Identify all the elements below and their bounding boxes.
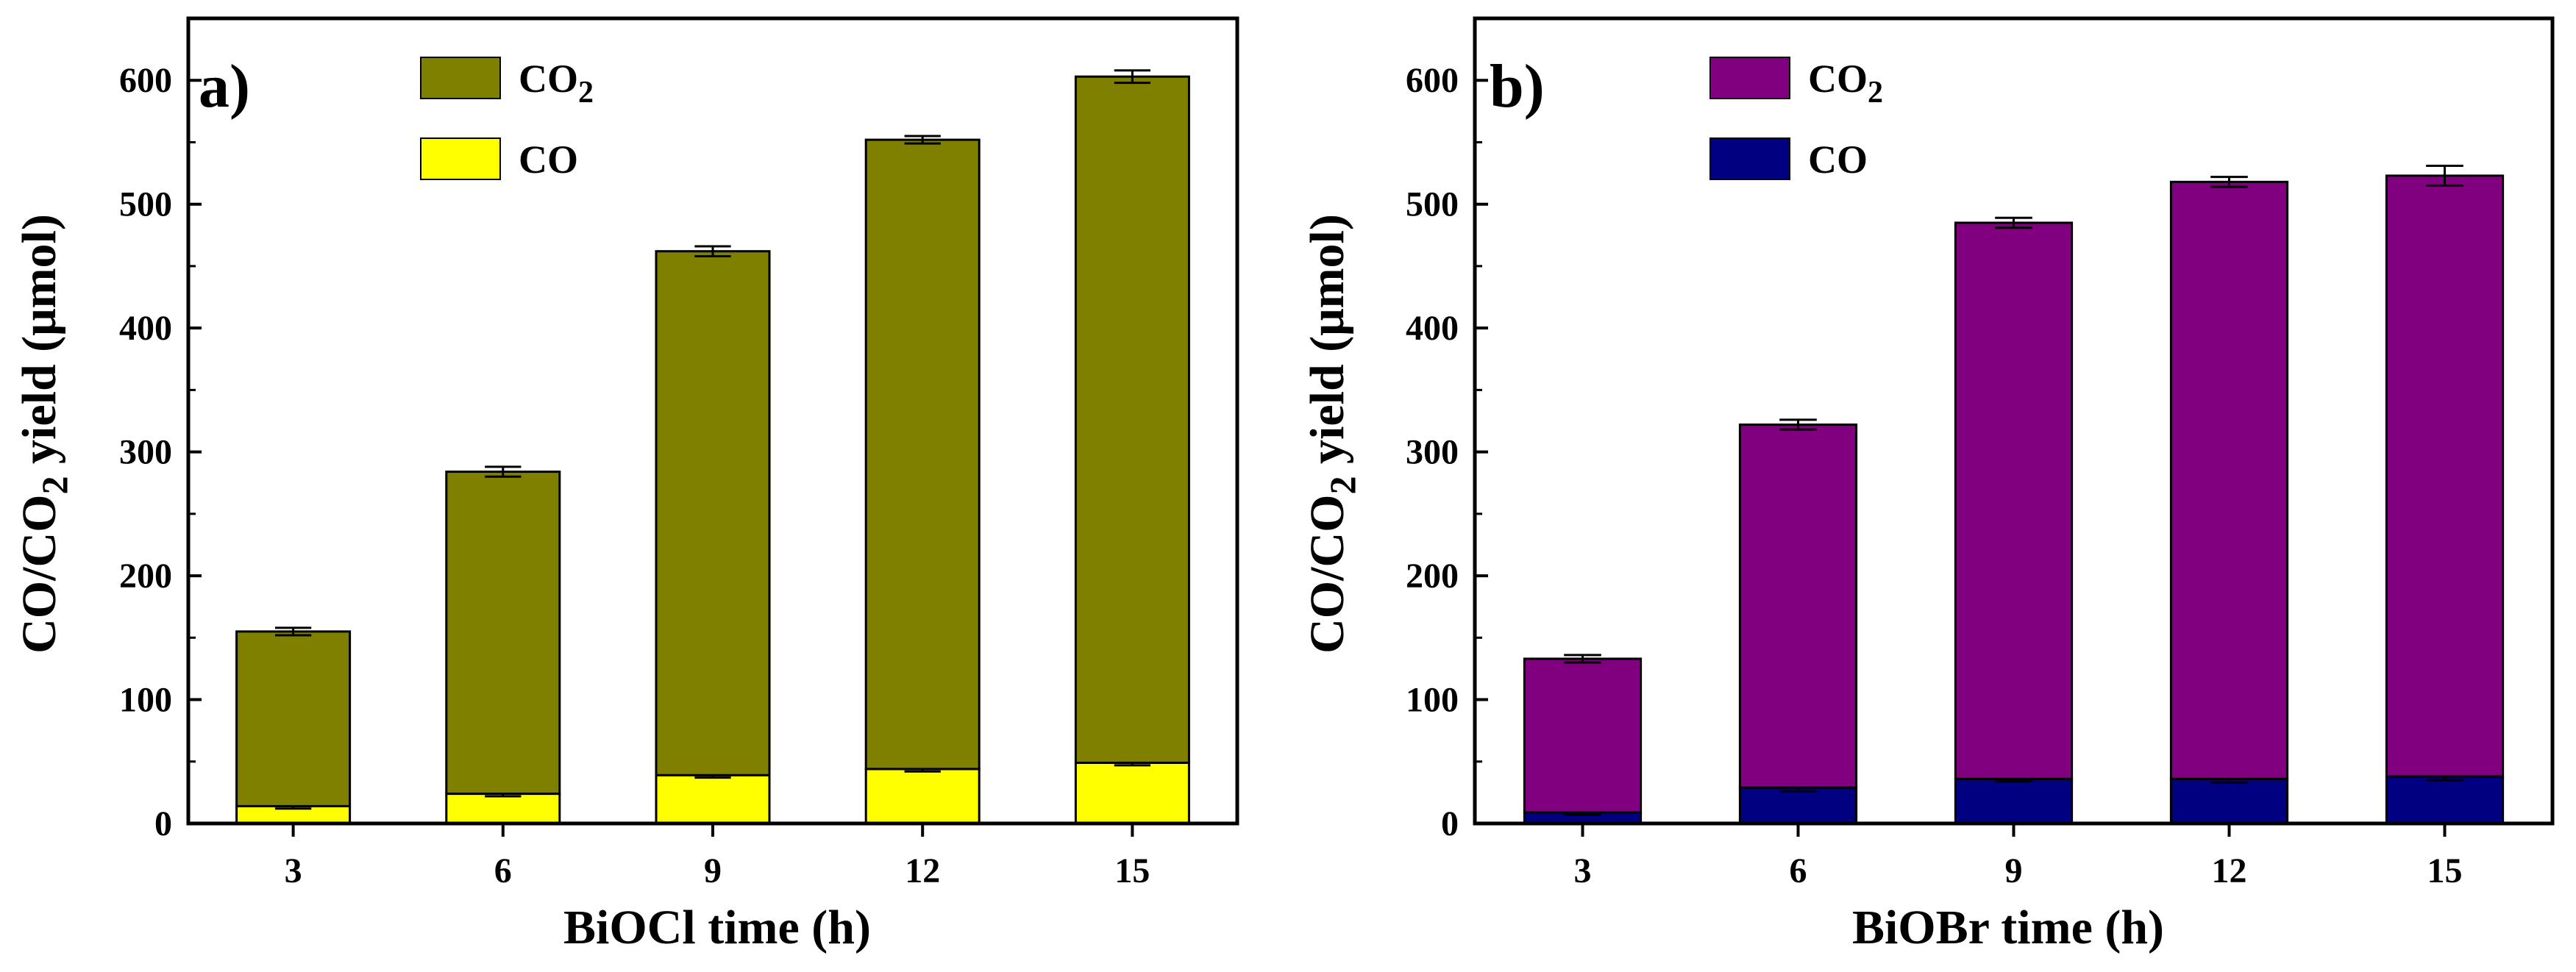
x-tick-label: 9 [2005, 851, 2023, 890]
legend-swatch-co [420, 137, 501, 180]
y-tick-label: 300 [119, 433, 172, 472]
x-axis: 3 6 9 12 15 [1574, 823, 2463, 890]
bar-co-12 [2169, 777, 2289, 825]
error-bar-co2-9 [694, 245, 731, 257]
x-tick-label: 6 [1790, 851, 1807, 890]
bar-co-15 [1074, 761, 1190, 825]
error-bar-co2-6 [485, 465, 522, 478]
legend-swatch-co [1709, 137, 1790, 180]
y-tick-label: 100 [1406, 681, 1459, 720]
x-tick-label: 12 [905, 851, 940, 890]
legend-swatch-co2 [1709, 57, 1790, 99]
y-tick-label: 200 [119, 557, 172, 596]
legend-label-co: CO [1808, 137, 1868, 182]
y-tick-label: 0 [154, 804, 172, 843]
y-tick-label: 100 [119, 681, 172, 720]
x-tick-label: 6 [494, 851, 512, 890]
legend-swatch-co2 [420, 57, 501, 99]
plot-area [235, 69, 1190, 825]
panel-a: CO/CO2 yield (μmol) BiOCl time (h) a) CO… [13, 16, 1239, 954]
bar-co2-15 [2385, 174, 2505, 778]
error-bar-co2-6 [1779, 418, 1817, 431]
error-bar-co2-12 [2210, 176, 2248, 188]
x-tick-label: 9 [704, 851, 722, 890]
y-axis: 0 100 200 300 400 500 600 [1406, 61, 1488, 843]
bar-co2-3 [235, 630, 352, 807]
x-tick-label: 15 [2427, 851, 2463, 890]
x-axis-title: BiOCl time (h) [563, 901, 871, 954]
bar-co2-6 [445, 471, 561, 796]
x-tick-label: 3 [285, 851, 302, 890]
bar-co2-12 [864, 138, 981, 771]
legend: CO2 CO [420, 57, 594, 182]
error-bar-co2-3 [274, 626, 312, 637]
bar-co-6 [445, 793, 561, 825]
y-tick-label: 600 [119, 61, 172, 100]
error-bar-co2-3 [1564, 654, 1601, 664]
bar-co2-15 [1074, 75, 1190, 764]
bar-co-9 [1954, 777, 2074, 825]
panel-label: b) [1490, 52, 1545, 121]
bar-co-12 [864, 768, 981, 825]
panel-b: CO/CO2 yield (μmol) BiOBr time (h) b) CO… [1301, 16, 2555, 954]
x-axis: 3 6 9 12 15 [285, 823, 1150, 890]
y-tick-label: 500 [1406, 185, 1459, 224]
x-tick-label: 15 [1114, 851, 1150, 890]
error-bar-co2-9 [1995, 216, 2032, 229]
bar-co2-9 [1954, 221, 2074, 780]
bar-co-6 [1738, 786, 1858, 825]
bar-co2-3 [1523, 657, 1643, 814]
y-tick-label: 0 [1441, 804, 1459, 843]
legend: CO2 CO [1709, 57, 1883, 182]
y-tick-label: 400 [119, 309, 172, 348]
panel-label: a) [199, 52, 250, 121]
legend-label-co: CO [519, 137, 578, 182]
x-tick-label: 3 [1574, 851, 1592, 890]
x-tick-label: 12 [2212, 851, 2247, 890]
bar-co-15 [2385, 775, 2505, 825]
error-bar-co2-15 [2426, 164, 2463, 187]
x-axis-title: BiOBr time (h) [1852, 901, 2164, 954]
y-tick-label: 200 [1406, 557, 1459, 596]
legend-label-co2: CO2 [519, 57, 594, 110]
y-axis: 0 100 200 300 400 500 600 [119, 61, 202, 843]
y-tick-label: 500 [119, 185, 172, 224]
error-bar-co2-15 [1114, 69, 1151, 85]
y-axis-title: CO/CO2 yield (μmol) [13, 214, 75, 654]
y-tick-label: 600 [1406, 61, 1459, 100]
y-tick-label: 300 [1406, 433, 1459, 472]
bar-co2-6 [1738, 424, 1858, 789]
y-axis-title: CO/CO2 yield (μmol) [1301, 214, 1363, 654]
bar-co2-12 [2169, 180, 2289, 780]
y-tick-label: 400 [1406, 309, 1459, 348]
error-bar-co2-12 [904, 135, 941, 145]
legend-label-co2: CO2 [1808, 57, 1883, 110]
plot-area [1523, 164, 2505, 825]
bar-co2-9 [655, 250, 771, 776]
bar-co-9 [655, 773, 771, 825]
